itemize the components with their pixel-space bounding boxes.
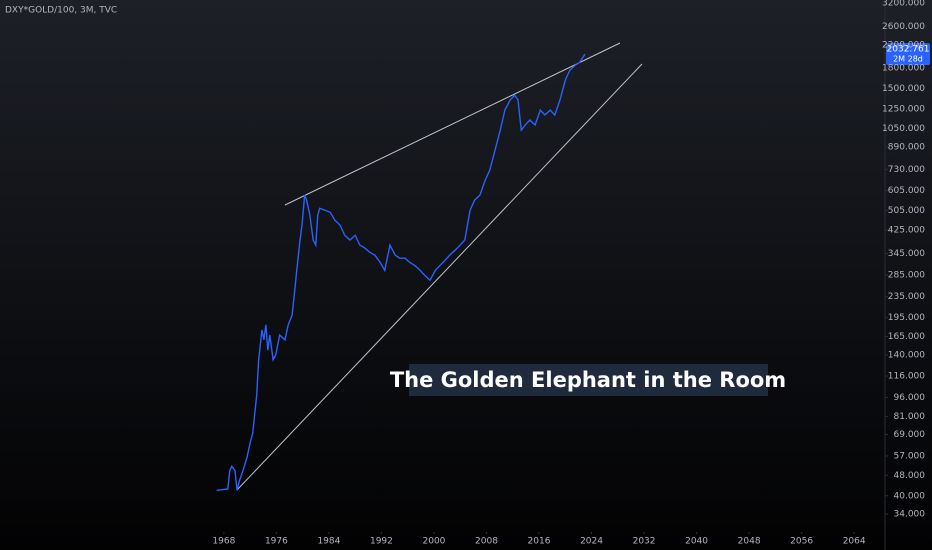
x-tick-label: 2048	[738, 537, 761, 547]
x-tick-label: 1984	[317, 537, 340, 547]
y-tick-label: 235.000	[888, 292, 925, 302]
y-tick-label: 285.000	[888, 271, 925, 281]
y-tick-label: 505.000	[888, 206, 925, 216]
symbol-label: DXY*GOLD/100, 3M, TVC	[5, 6, 117, 16]
y-tick-label: 57.000	[894, 451, 926, 461]
x-tick-label: 2008	[475, 537, 498, 547]
x-tick-label: 2056	[790, 537, 813, 547]
y-tick-label: 69.000	[894, 430, 926, 440]
y-tick-label: 1500.000	[882, 84, 925, 94]
y-tick-label: 1050.000	[882, 124, 925, 134]
y-tick-label: 2200.000	[882, 41, 925, 51]
x-tick-label: 2064	[843, 537, 866, 547]
y-tick-label: 605.000	[888, 186, 925, 196]
x-tick-label: 2016	[528, 537, 551, 547]
y-tick-label: 116.000	[888, 372, 925, 382]
y-tick-label: 730.000	[888, 165, 925, 175]
x-tick-label: 2032	[633, 537, 656, 547]
plot	[216, 53, 586, 491]
x-tick-label: 1968	[212, 537, 235, 547]
y-tick-label: 425.000	[888, 226, 925, 236]
annotation: The Golden Elephant in the Room	[390, 368, 786, 392]
x-tick-label: 1992	[370, 537, 393, 547]
price-line	[216, 53, 586, 491]
y-tick-label: 890.000	[888, 142, 925, 152]
y-tick-label: 34.000	[894, 510, 926, 520]
price-tag-countdown: 2M 28d	[893, 55, 923, 64]
x-tick-label: 2000	[423, 537, 446, 547]
y-tick-label: 40.000	[894, 491, 926, 501]
lower-trend-line	[236, 63, 643, 491]
y-tick-label: 2600.000	[882, 22, 925, 32]
y-tick-label: 345.000	[888, 249, 925, 259]
y-tick-label: 1250.000	[882, 104, 925, 114]
y-tick-label: 1800.000	[882, 63, 925, 73]
y-tick-label: 96.000	[894, 393, 926, 403]
y-tick-label: 48.000	[894, 471, 926, 481]
price-tag-value: 2032.761	[887, 45, 930, 55]
annotation-box	[409, 364, 768, 396]
upper-trend-line	[284, 42, 621, 206]
y-tick-label: 195.000	[888, 313, 925, 323]
x-tick-label: 1976	[265, 537, 288, 547]
y-tick-label: 81.000	[894, 412, 926, 422]
price-tag	[886, 43, 930, 66]
y-tick-label: 3200.000	[882, 0, 925, 9]
x-tick-label: 2040	[685, 537, 708, 547]
x-tick-label: 2024	[580, 537, 603, 547]
y-tick-label: 140.000	[888, 350, 925, 360]
y-tick-label: 165.000	[888, 332, 925, 342]
